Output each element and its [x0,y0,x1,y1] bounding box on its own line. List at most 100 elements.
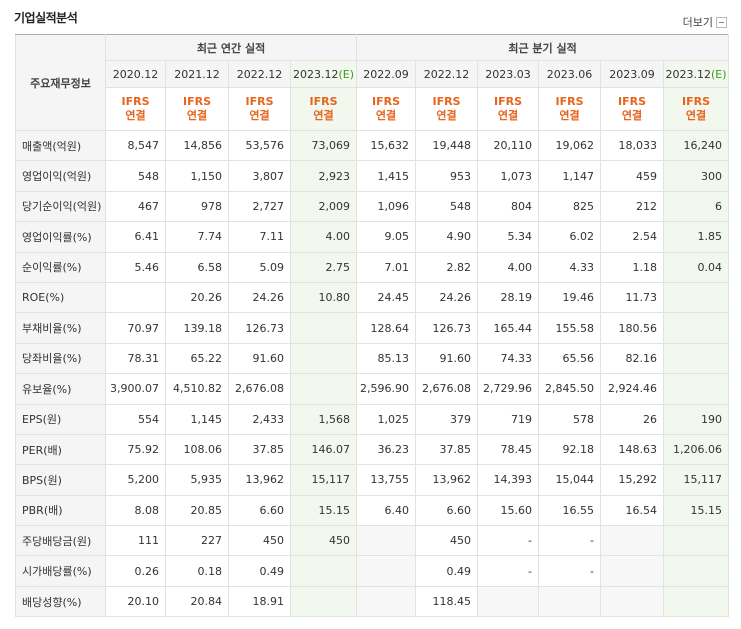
data-cell: 65.22 [165,342,229,375]
data-row: BPS(원) 5,200 5,935 13,962 15,117 13,755 13,962… [15,464,730,496]
data-cell: 20.26 [165,281,229,314]
data-cell: 19.46 [538,281,602,314]
data-cell: 2,924.46 [600,373,665,405]
data-cell: 459 [600,160,665,192]
standard-line: 연결 [186,109,208,122]
period-label: 2023.09 [609,67,655,81]
data-cell: 74.33 [477,342,540,375]
period-header: 2023.09 [600,60,665,88]
estimate-mark: (E) [711,67,727,81]
data-cell: 15,292 [600,464,665,496]
data-cell: 4.00 [477,251,540,283]
data-cell: 13,962 [415,464,479,496]
standard-line: 연결 [559,109,580,122]
data-cell [600,525,665,557]
corner-header: 주요재무정보 [15,34,106,131]
data-cell: 53,576 [228,129,291,162]
period-label: 2022.12 [423,67,470,81]
data-cell: 14,393 [477,464,540,496]
data-cell: 953 [415,160,479,192]
data-cell: 15.60 [477,494,540,527]
data-cell: 14,856 [165,129,229,162]
data-cell: 65.56 [538,342,602,375]
data-cell [477,585,540,618]
data-cell: 155.58 [538,312,602,344]
data-cell: 467 [105,190,166,223]
row-label: 유보율(%) [15,373,106,405]
data-cell: - [538,525,602,557]
standard-line: IFRS [432,95,461,108]
data-cell [663,373,730,405]
data-cell: 978 [165,190,229,223]
section-title: 기업실적분석 [14,11,78,25]
data-cell: 3,900.07 [105,373,166,405]
row-label: 영업이익(억원) [15,160,106,192]
data-cell: 1,150 [165,160,229,192]
data-cell: 13,962 [228,464,291,496]
data-cell: 450 [289,525,358,557]
table-body: 매출액(억원) 8,547 14,856 53,576 73,069 15,632 19,4… [15,129,730,618]
period-label: 2023.06 [546,67,593,81]
data-cell: 16,240 [663,129,730,162]
data-cell [289,312,358,344]
data-cell: 7.11 [228,221,291,253]
more-link[interactable]: 더보기 [683,14,727,30]
more-text[interactable]: 더보기 [682,16,713,29]
data-cell: 1.85 [663,221,730,253]
data-cell: 6.60 [415,494,479,527]
data-cell: 212 [600,190,665,223]
data-cell: 7.74 [165,221,229,253]
data-cell: 10.80 [289,281,358,314]
data-cell: 78.45 [477,433,540,466]
data-row: 주당배당금(원) 111 227 450 450 450- - [15,525,730,557]
data-cell: 2,845.50 [538,373,602,405]
period-header: 2023.06 [538,60,602,88]
data-cell: 24.45 [356,281,417,314]
standard-line: 연결 [375,109,397,122]
row-label: 당기순이익(억원) [15,190,106,223]
more-icon[interactable] [716,16,727,28]
period-header: 2023.12(E) [663,60,730,88]
data-cell: 548 [415,190,479,223]
data-cell: 6.40 [356,494,417,527]
period-label: 2021.12 [174,67,220,81]
standard-line: 연결 [497,109,519,122]
period-header: 2022.09 [356,60,417,88]
data-cell: 1,096 [356,190,417,223]
data-cell [600,585,665,618]
standard-line: IFRS [682,95,711,108]
data-cell: 24.26 [228,281,291,314]
data-cell: 2,729.96 [477,373,540,405]
standard-line: IFRS [618,95,647,108]
data-cell: 91.60 [228,342,291,375]
standard-line: 연결 [436,109,457,122]
data-cell: 15,632 [356,129,417,162]
data-cell: 825 [538,190,602,223]
data-cell: 450 [415,525,479,557]
data-cell: 0.49 [415,555,479,587]
data-cell: 15,044 [538,464,602,496]
data-cell [356,585,417,618]
header-row: IFRS 연결 IFRS 연결 IFRS 연결 IFRS 연결 IFRS 연결 IFRS 연결 IFRS… [16,87,730,131]
standard-line: 연결 [621,109,643,122]
row-label: BPS(원) [15,464,106,496]
data-cell: 15.15 [663,494,730,527]
data-cell [538,585,602,618]
data-cell: 19,062 [538,129,602,162]
period-label: 2023.12 [292,67,339,81]
data-cell: 92.18 [538,433,602,466]
data-cell: 1,147 [538,160,602,192]
data-row: 당좌비율(%) 78.31 65.22 91.60 85.13 91.60 74.33 65.… [15,342,730,375]
period-header: 2021.12 [165,60,229,88]
data-cell [356,525,417,557]
row-label: 당좌비율(%) [15,342,106,375]
row-label: 영업이익률(%) [15,221,106,253]
data-cell: 108.06 [165,433,229,466]
data-cell [289,585,358,618]
data-cell: 2,676.08 [415,373,479,405]
period-label: 2022.09 [363,67,409,81]
data-cell: 804 [477,190,540,223]
row-label: EPS(원) [15,403,106,435]
data-cell: 20.84 [165,585,229,618]
standard-line: IFRS [245,95,274,108]
